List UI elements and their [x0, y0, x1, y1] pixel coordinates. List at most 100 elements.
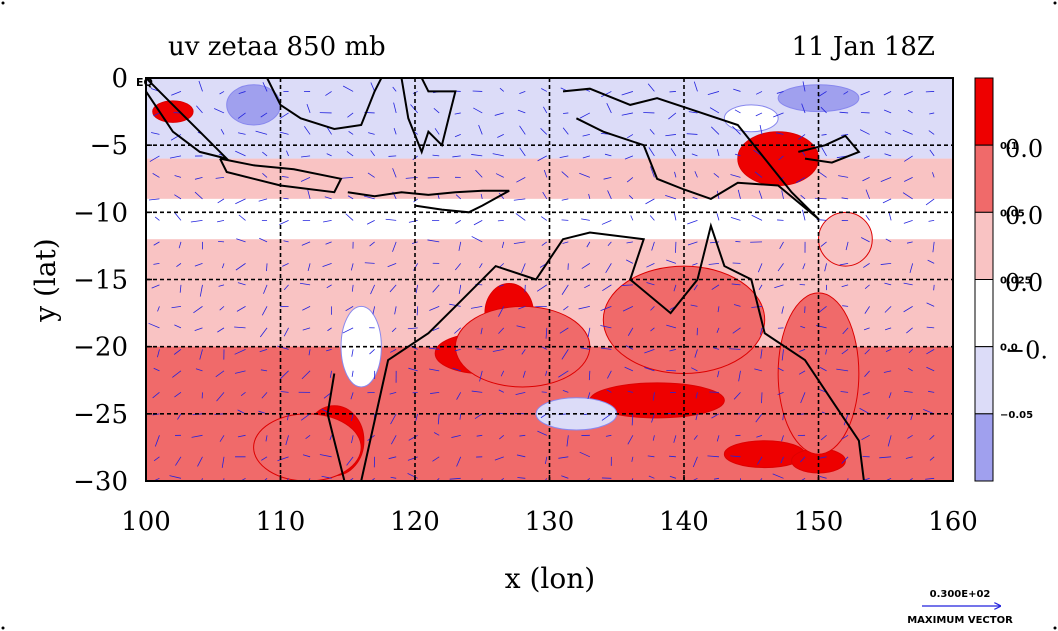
wind-vector [238, 91, 246, 94]
wind-vector [429, 368, 440, 372]
wind-vector [883, 109, 892, 114]
wind-vector [910, 413, 914, 421]
y-tick-label: −10 [73, 198, 128, 228]
wind-vector [781, 435, 784, 442]
wind-vector [798, 134, 806, 140]
wind-vector [220, 128, 225, 135]
wind-vector [561, 171, 569, 178]
wind-vector [818, 91, 827, 97]
wind-vector [541, 346, 547, 350]
wind-vector [800, 456, 806, 463]
wind-vector [196, 105, 203, 114]
wind-vector [621, 112, 633, 116]
wind-vector [306, 103, 311, 114]
wind-vector [261, 392, 268, 399]
wind-vector [776, 91, 784, 94]
wind-vector [716, 213, 720, 221]
wind-vector [219, 91, 225, 95]
wind-vector [558, 370, 569, 378]
wind-vector [347, 195, 354, 200]
wind-vector [280, 391, 289, 393]
x-axis-label: x (lon) [505, 562, 595, 595]
wind-vector [631, 456, 634, 462]
wind-vector [323, 220, 332, 223]
wind-vector [388, 456, 397, 460]
wind-vector [758, 190, 763, 200]
wind-vector [648, 147, 655, 157]
wind-vector [666, 259, 677, 264]
wind-vector [601, 347, 612, 350]
wind-vector [772, 473, 784, 479]
wind-vector [707, 455, 720, 458]
wind-vector [755, 91, 763, 95]
wind-vector [218, 240, 225, 243]
wind-vector [690, 304, 698, 307]
wind-vector [517, 477, 526, 479]
wind-vector [542, 191, 548, 200]
wind-vector [215, 177, 225, 179]
wind-vector [579, 112, 591, 119]
wind-vector [234, 326, 246, 329]
wind-vector [888, 212, 892, 221]
wind-vector [454, 327, 461, 334]
wind-vector [825, 349, 827, 355]
wind-vector [476, 348, 483, 350]
wind-vector [432, 456, 440, 462]
wind-vector [286, 478, 289, 481]
wind-vector [886, 413, 892, 420]
wind-vector [217, 327, 225, 333]
wind-vector [905, 456, 913, 459]
wind-vector [645, 198, 655, 205]
wind-vector [819, 476, 827, 479]
wind-vector [879, 456, 892, 459]
wind-vector [541, 88, 547, 92]
wind-vector [842, 305, 849, 307]
wind-vector [218, 284, 225, 287]
wind-vector [199, 349, 203, 360]
wind-vector [759, 124, 763, 135]
wind-vector [394, 306, 397, 315]
wind-vector [888, 392, 892, 399]
wind-vector [327, 327, 332, 332]
wind-vector [739, 478, 741, 481]
wind-vector [451, 434, 461, 438]
wind-vector [279, 131, 289, 135]
wind-vector [801, 103, 806, 114]
wind-vector [517, 109, 526, 114]
wind-vector [415, 413, 419, 421]
y-tick-label: 0 [111, 64, 128, 94]
wind-vector [238, 214, 246, 221]
colorbar-level-label: 0.05 [1000, 208, 1025, 219]
wind-vector [434, 128, 440, 135]
wind-vector [348, 131, 354, 135]
wind-vector [302, 327, 311, 331]
wind-vector [283, 327, 289, 337]
wind-vector [646, 282, 655, 286]
wind-vector [669, 91, 676, 93]
wind-vector [695, 392, 698, 399]
wind-vector [800, 392, 806, 404]
wind-vector [644, 367, 655, 372]
wind-vector [756, 434, 763, 438]
wind-vector [839, 111, 849, 114]
wind-vector [407, 472, 418, 479]
wind-vector [802, 263, 806, 270]
corner-label-eq: EQ [136, 76, 153, 89]
wind-vector [841, 197, 849, 200]
wind-vector [427, 239, 440, 243]
wind-vector [606, 103, 612, 114]
wind-vector [861, 434, 870, 441]
wind-vector [407, 456, 418, 461]
wind-vector [473, 220, 483, 226]
wind-vector [261, 306, 268, 316]
wind-vector [820, 106, 827, 114]
wind-vector [802, 81, 806, 92]
x-tick-label: 120 [390, 507, 440, 537]
wind-vector [841, 349, 849, 355]
wind-vector [880, 177, 892, 182]
wind-vector [903, 390, 913, 393]
wind-vector [777, 263, 784, 272]
wind-vector [925, 477, 935, 480]
wind-vector [843, 91, 849, 95]
colorbar-level-label: 0.025 [1000, 276, 1032, 287]
